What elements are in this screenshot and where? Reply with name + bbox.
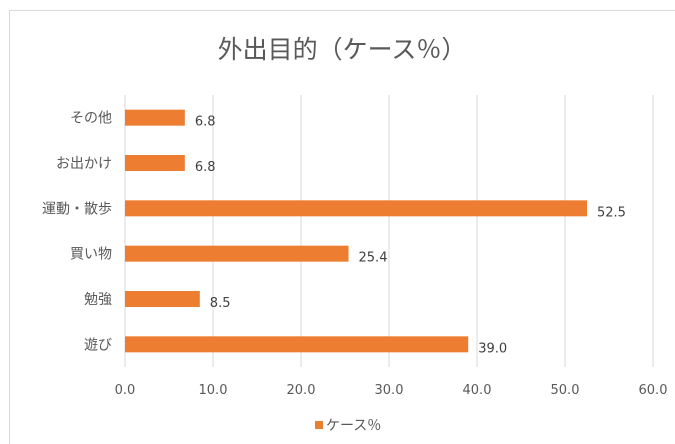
data-labels: 6.8 6.8 52.5 25.4 8.5 39.0	[195, 115, 626, 357]
category-label: お出かけ	[56, 156, 112, 172]
x-tick-label: 20.0	[287, 383, 316, 398]
category-label: 運動・散歩	[42, 201, 112, 217]
x-tick-label: 30.0	[375, 383, 404, 398]
legend-label: ケース％	[326, 418, 381, 434]
data-label: 8.5	[210, 296, 231, 311]
category-label: その他	[70, 111, 112, 127]
gridlines	[124, 95, 654, 367]
legend: ケース％	[315, 418, 381, 434]
x-tick-label: 0.0	[115, 383, 136, 398]
bar	[125, 291, 200, 307]
x-tick-label: 50.0	[551, 383, 580, 398]
data-label: 25.4	[359, 251, 388, 266]
chart-frame	[9, 10, 675, 444]
category-label: 買い物	[70, 247, 112, 263]
x-tick-labels: 0.0 10.0 20.0 30.0 40.0 50.0 60.0	[115, 383, 668, 398]
data-label: 39.0	[478, 341, 507, 356]
bar	[125, 200, 587, 217]
x-tick-label: 40.0	[463, 383, 492, 398]
chart-title: 外出目的（ケース％）	[218, 35, 467, 64]
bar	[125, 155, 185, 171]
bar	[125, 109, 185, 126]
bar	[125, 336, 469, 353]
data-label: 6.8	[195, 160, 216, 175]
x-tick-label: 10.0	[199, 383, 228, 398]
bar	[125, 245, 349, 262]
category-label: 勉強	[84, 292, 112, 308]
category-label: 遊び	[84, 337, 112, 353]
x-tick-label: 60.0	[639, 383, 668, 398]
legend-swatch	[315, 421, 323, 429]
data-label: 6.8	[195, 115, 216, 130]
bars	[125, 109, 587, 353]
data-label: 52.5	[597, 205, 626, 220]
